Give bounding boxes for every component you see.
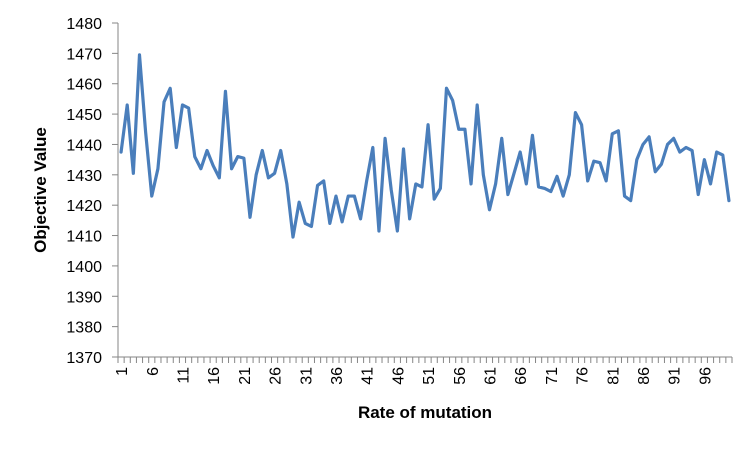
- x-tick-label: 46: [390, 367, 407, 385]
- x-tick-label: 81: [605, 367, 622, 385]
- x-tick-label: 31: [298, 367, 315, 385]
- y-tick-label: 1420: [66, 198, 102, 215]
- y-axis-tick-marks: [112, 22, 118, 358]
- x-tick-label: 36: [329, 367, 346, 385]
- x-tick-label: 61: [482, 367, 499, 385]
- series-line: [119, 53, 731, 239]
- y-tick-label: 1450: [66, 107, 102, 124]
- x-tick-label: 71: [544, 367, 561, 385]
- x-tick-label: 16: [206, 367, 223, 385]
- x-tick-label: 96: [697, 367, 714, 385]
- y-tick-label: 1410: [66, 229, 102, 246]
- y-tick-label: 1470: [66, 46, 102, 63]
- x-tick-label: 91: [667, 367, 684, 385]
- y-tick-label: 1460: [66, 77, 102, 94]
- x-tick-label: 56: [452, 367, 469, 385]
- y-tick-label: 1370: [66, 350, 102, 367]
- x-axis-title: Rate of mutation: [358, 403, 492, 422]
- y-tick-label: 1380: [66, 320, 102, 337]
- y-tick-label: 1390: [66, 289, 102, 306]
- y-tick-label: 1400: [66, 259, 102, 276]
- x-tick-label: 1: [114, 367, 131, 376]
- y-tick-label: 1480: [66, 16, 102, 33]
- y-tick-label: 1440: [66, 137, 102, 154]
- x-tick-label: 21: [237, 367, 254, 385]
- x-tick-label: 76: [575, 367, 592, 385]
- x-tick-label: 11: [175, 367, 192, 384]
- y-tick-label: 1430: [66, 168, 102, 185]
- x-axis-tick-labels: 1 6 11 16 21 26 31 36 41 46 51 56 61 66 71 76 81 86 91 96: [114, 367, 714, 385]
- x-tick-label: 26: [268, 367, 285, 385]
- x-tick-label: 51: [421, 367, 438, 385]
- y-axis-title: Objective Value: [31, 127, 50, 253]
- y-axis-tick-labels: 1370 1380 1390 1400 1410 1420 1430 1440 1450 1460…: [66, 16, 102, 367]
- x-tick-label: 86: [636, 367, 653, 385]
- x-tick-label: 6: [145, 367, 162, 376]
- x-tick-label: 66: [513, 367, 530, 385]
- x-tick-label: 41: [360, 367, 377, 385]
- x-axis-tick-marks: [117, 357, 733, 363]
